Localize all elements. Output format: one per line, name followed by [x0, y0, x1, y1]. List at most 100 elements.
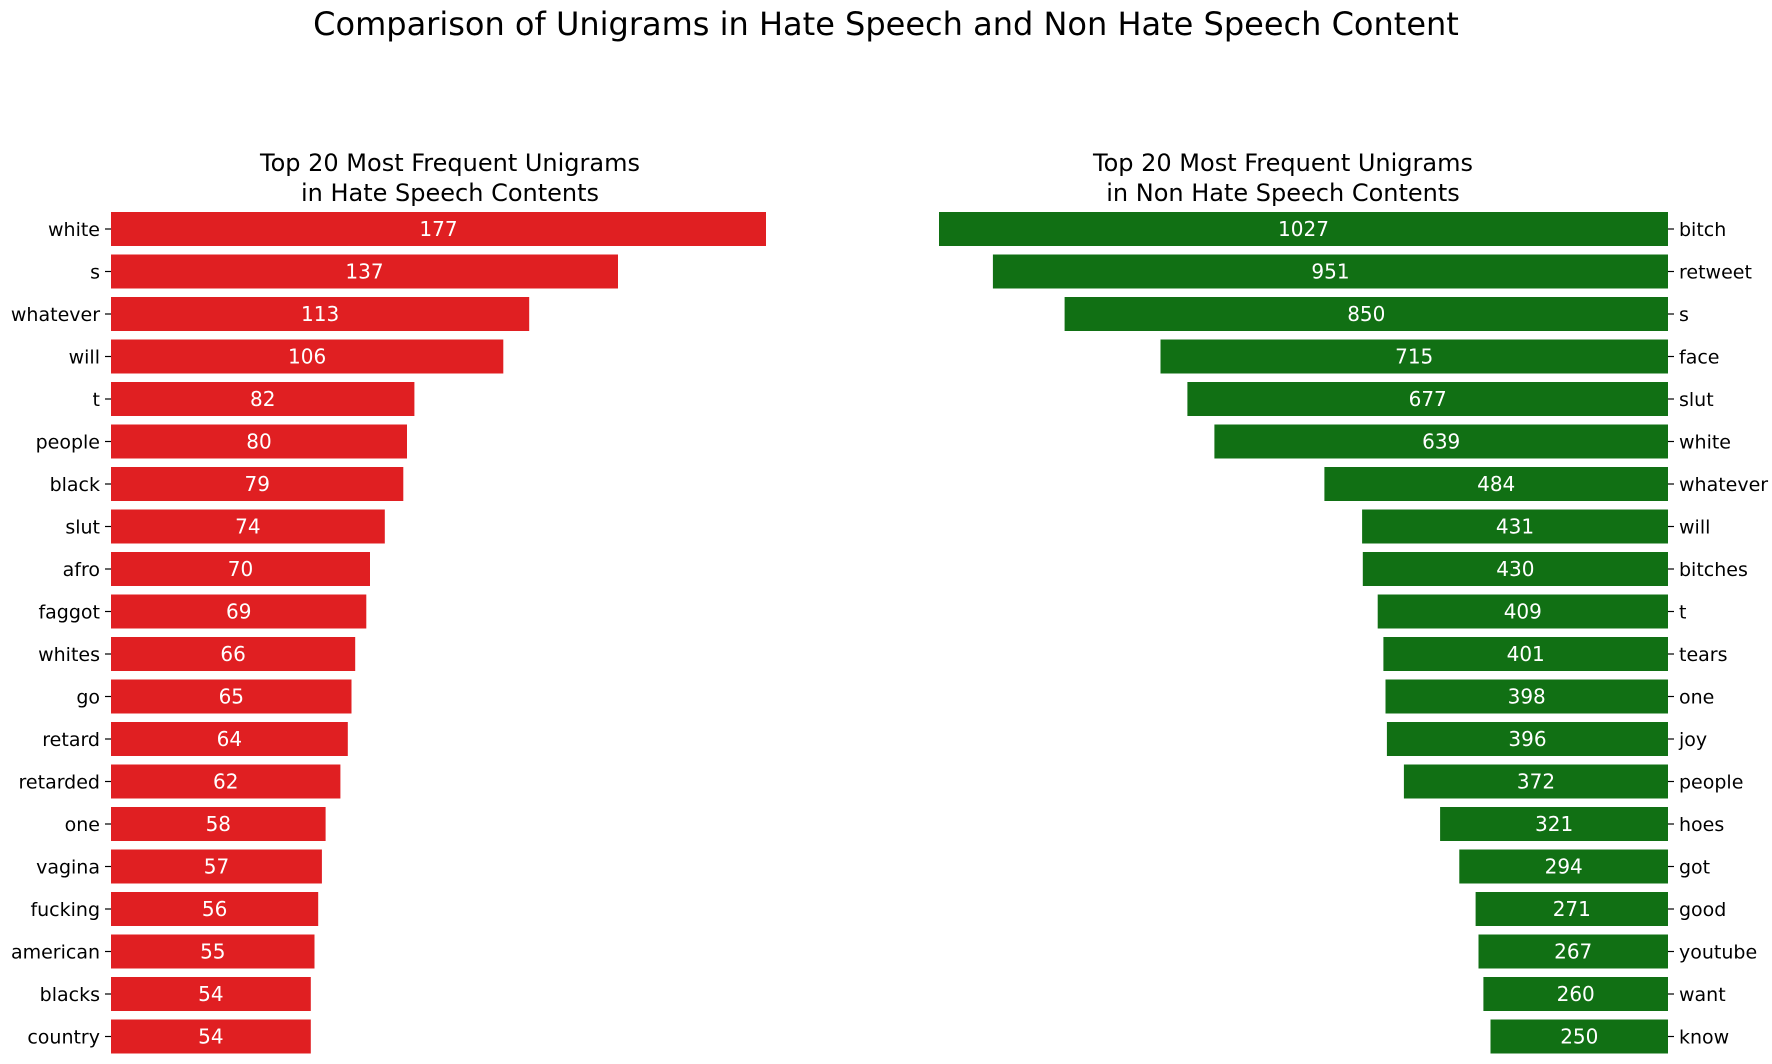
- y-tick-label: whatever: [11, 304, 100, 326]
- bar-value-label: 65: [219, 685, 244, 709]
- bar-bitch: [939, 212, 1668, 246]
- bar-whites: [111, 637, 356, 671]
- y-tick-label: whites: [38, 644, 100, 666]
- y-tick-label: bitches: [1679, 559, 1748, 581]
- bar-white: [1214, 424, 1668, 459]
- bar-value-label: 431: [1496, 515, 1534, 539]
- y-tick-label: american: [11, 942, 100, 964]
- y-tick-label: t: [1679, 602, 1686, 624]
- y-tick-label: know: [1679, 1027, 1729, 1049]
- bar-value-label: 137: [345, 260, 383, 284]
- bar-value-label: 715: [1395, 345, 1433, 369]
- y-tick-label: fucking: [30, 899, 100, 921]
- bar-value-label: 54: [198, 1025, 223, 1049]
- y-tick-label: one: [65, 814, 100, 836]
- bar-go: [111, 679, 352, 714]
- bar-people: [111, 424, 407, 459]
- bar-value-label: 70: [228, 557, 253, 581]
- y-tick-label: youtube: [1679, 942, 1757, 964]
- bar-country: [111, 1019, 311, 1054]
- bar-value-label: 484: [1477, 472, 1515, 496]
- bar-vagina: [111, 849, 322, 884]
- y-tick-label: will: [69, 347, 100, 369]
- bar-american: [111, 934, 315, 969]
- bar-t: [1377, 594, 1668, 629]
- panel-title-line-2: in Non Hate Speech Contents: [1106, 179, 1460, 207]
- bar-value-label: 401: [1507, 642, 1545, 666]
- bar-blacks: [111, 977, 311, 1011]
- bar-value-label: 398: [1508, 685, 1546, 709]
- y-tick-label: people: [1679, 772, 1743, 794]
- y-tick-label: got: [1679, 857, 1710, 879]
- bar-value-label: 430: [1496, 557, 1534, 581]
- bar-value-label: 321: [1535, 812, 1573, 836]
- y-tick-label: good: [1679, 899, 1726, 921]
- panel-title-line-2: in Hate Speech Contents: [301, 179, 599, 207]
- bar-value-label: 250: [1560, 1025, 1598, 1049]
- bar-joy: [1386, 722, 1668, 756]
- y-tick-label: retweet: [1679, 262, 1752, 284]
- bar-whatever: [111, 297, 530, 331]
- bar-value-label: 639: [1422, 430, 1460, 454]
- bar-value-label: 55: [200, 940, 225, 964]
- y-tick-label: slut: [1679, 389, 1714, 411]
- bar-value-label: 79: [244, 472, 269, 496]
- bar-value-label: 57: [204, 855, 229, 879]
- bar-value-label: 294: [1545, 855, 1583, 879]
- y-tick-label: want: [1679, 984, 1726, 1006]
- bar-value-label: 1027: [1278, 217, 1329, 241]
- bar-value-label: 372: [1517, 770, 1555, 794]
- y-tick-label: joy: [1678, 729, 1707, 751]
- y-tick-label: bitch: [1679, 219, 1726, 241]
- bar-value-label: 951: [1311, 260, 1349, 284]
- bar-value-label: 113: [301, 302, 339, 326]
- bar-one: [1385, 679, 1668, 714]
- y-tick-label: blacks: [40, 984, 100, 1006]
- bar-retard: [111, 722, 348, 756]
- bar-will: [1362, 509, 1668, 544]
- bar-value-label: 64: [217, 727, 242, 751]
- y-tick-label: go: [76, 687, 100, 709]
- bar-slut: [111, 509, 385, 544]
- bar-value-label: 80: [246, 430, 271, 454]
- bar-value-label: 677: [1409, 387, 1447, 411]
- y-tick-label: vagina: [36, 857, 100, 879]
- bar-s: [1064, 297, 1668, 331]
- figure-title: Comparison of Unigrams in Hate Speech an…: [313, 5, 1459, 43]
- bar-value-label: 409: [1504, 600, 1542, 624]
- bar-whatever: [1324, 467, 1668, 501]
- bar-value-label: 267: [1554, 940, 1592, 964]
- bar-value-label: 260: [1557, 982, 1595, 1006]
- bar-value-label: 106: [288, 345, 326, 369]
- bar-want: [1483, 977, 1668, 1011]
- y-tick-label: people: [36, 432, 100, 454]
- y-tick-label: hoes: [1679, 814, 1724, 836]
- y-tick-label: t: [93, 389, 100, 411]
- bar-bitches: [1362, 552, 1668, 586]
- y-tick-label: one: [1679, 687, 1714, 709]
- y-tick-label: faggot: [38, 602, 100, 624]
- y-tick-label: black: [50, 474, 100, 496]
- y-tick-label: white: [48, 219, 100, 241]
- bar-value-label: 82: [250, 387, 275, 411]
- y-tick-label: s: [90, 262, 100, 284]
- y-tick-label: will: [1679, 517, 1710, 539]
- bar-good: [1475, 892, 1668, 926]
- bar-value-label: 56: [202, 897, 227, 921]
- bar-face: [1160, 339, 1668, 374]
- bar-black: [111, 467, 404, 501]
- bar-value-label: 69: [226, 600, 251, 624]
- panel-title-line-1: Top 20 Most Frequent Unigrams: [259, 149, 640, 177]
- bar-value-label: 74: [235, 515, 260, 539]
- bar-retweet: [992, 254, 1668, 289]
- y-tick-label: whatever: [1679, 474, 1768, 496]
- bar-faggot: [111, 594, 367, 629]
- bar-youtube: [1478, 934, 1668, 969]
- y-tick-label: s: [1679, 304, 1689, 326]
- y-tick-label: retard: [42, 729, 100, 751]
- panel-title-line-1: Top 20 Most Frequent Unigrams: [1092, 149, 1473, 177]
- y-tick-label: afro: [63, 559, 100, 581]
- bar-afro: [111, 552, 370, 586]
- y-tick-label: tears: [1679, 644, 1728, 666]
